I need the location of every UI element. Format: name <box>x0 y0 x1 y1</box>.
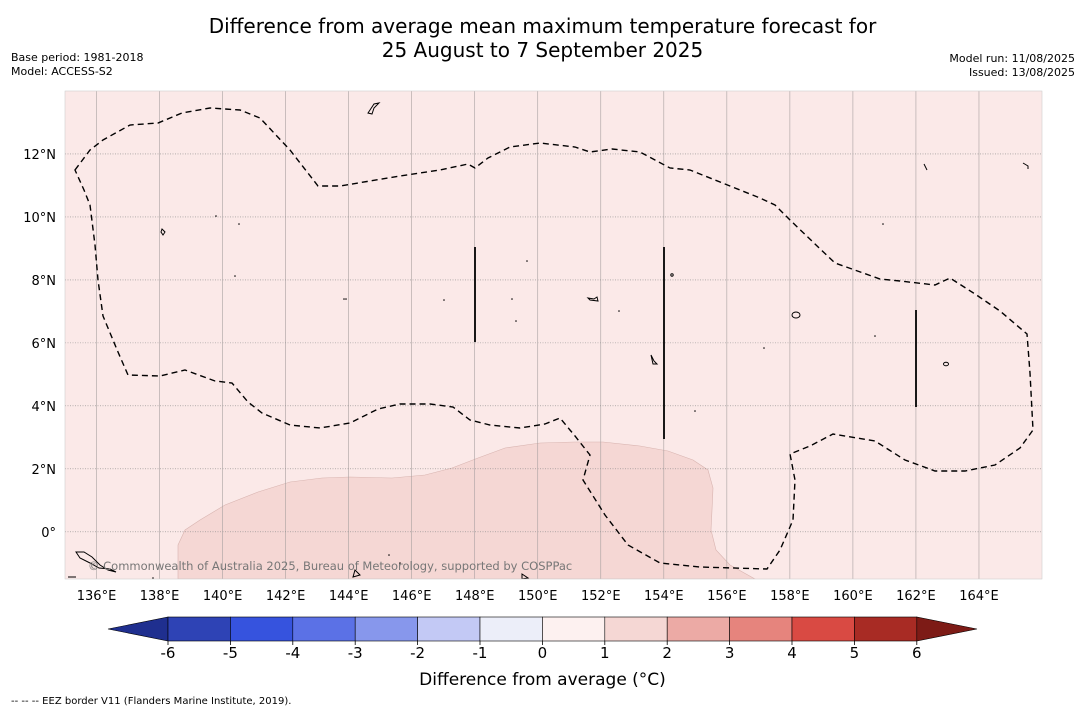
model-run-label: Model run: 11/08/2025 <box>949 52 1075 65</box>
longitude-tick-label: 140°E <box>203 589 243 604</box>
longitude-tick-label: 156°E <box>707 589 747 604</box>
colorbar-segment <box>292 616 356 642</box>
colorbar-tick-label: 6 <box>912 644 922 662</box>
map-title-line1: Difference from average mean maximum tem… <box>208 14 877 38</box>
longitude-tick-label: 152°E <box>581 589 621 604</box>
colorbar-segment <box>479 616 543 642</box>
islands <box>68 102 1029 579</box>
colorbar-segment <box>542 616 606 642</box>
colorbar-tick-label: -4 <box>285 644 300 662</box>
longitude-tick-label: 162°E <box>896 589 936 604</box>
colorbar-segment <box>729 616 793 642</box>
longitude-tick-label: 164°E <box>959 589 999 604</box>
colorbar-tick-label: 3 <box>725 644 735 662</box>
colorbar-tick-label: 2 <box>662 644 672 662</box>
colorbar-tick-label: -1 <box>473 644 488 662</box>
colorbar-tick-label: -3 <box>348 644 363 662</box>
map-title-line2: 25 August to 7 September 2025 <box>381 38 704 62</box>
latitude-tick-label: 10°N <box>23 211 56 226</box>
copyright-notice: © Commonwealth of Australia 2025, Bureau… <box>88 559 573 573</box>
latitude-tick-labels: 0° 2°N 4°N 6°N 8°N 10°N 12°N <box>23 148 56 541</box>
latitude-tick-label: 8°N <box>32 274 57 289</box>
anomaly-region <box>177 441 756 579</box>
colorbar-segment <box>417 616 481 642</box>
colorbar-tick-label: 0 <box>538 644 548 662</box>
colorbar-tick-label: 5 <box>850 644 860 662</box>
latitude-tick-label: 4°N <box>32 400 57 415</box>
colorbar-tick-label: 1 <box>600 644 610 662</box>
longitude-tick-label: 146°E <box>392 589 432 604</box>
colorbar-tick-label: -2 <box>410 644 425 662</box>
longitude-tick-label: 144°E <box>329 589 369 604</box>
latitude-tick-label: 0° <box>41 526 56 541</box>
longitude-tick-label: 136°E <box>77 589 117 604</box>
colorbar-min-extension <box>107 616 169 642</box>
model-label: Model: ACCESS-S2 <box>11 65 113 78</box>
colorbar-tick-label: -5 <box>223 644 238 662</box>
longitude-tick-label: 158°E <box>770 589 810 604</box>
eez-footnote: -- -- -- EEZ border V11 (Flanders Marine… <box>11 696 292 707</box>
latitude-tick-label: 2°N <box>32 463 57 478</box>
colorbar-segment <box>604 616 668 642</box>
latitude-tick-label: 6°N <box>32 337 57 352</box>
colorbar-segment <box>791 616 855 642</box>
eez-border <box>74 107 1034 570</box>
longitude-tick-label: 154°E <box>644 589 684 604</box>
small-islets <box>152 215 884 579</box>
colorbar-segment <box>666 616 730 642</box>
base-period-label: Base period: 1981-2018 <box>11 51 144 64</box>
colorbar-segment <box>354 616 418 642</box>
latitude-tick-label: 12°N <box>23 148 56 163</box>
colorbar: -6 -5 -4 -3 -2 -1 0 1 2 3 4 5 6 <box>107 616 978 662</box>
issued-label: Issued: 13/08/2025 <box>968 66 1075 79</box>
colorbar-label: Difference from average (°C) <box>419 670 666 690</box>
colorbar-segment <box>854 616 918 642</box>
longitude-tick-label: 142°E <box>266 589 306 604</box>
eez-limit-lines <box>474 247 917 439</box>
longitude-tick-label: 138°E <box>140 589 180 604</box>
longitude-tick-label: 150°E <box>518 589 558 604</box>
longitude-tick-label: 148°E <box>455 589 495 604</box>
colorbar-max-extension <box>916 616 978 642</box>
colorbar-tick-label: 4 <box>787 644 797 662</box>
colorbar-tick-label: -6 <box>161 644 176 662</box>
colorbar-segment <box>167 616 231 642</box>
longitude-tick-labels: 136°E 138°E 140°E 142°E 144°E 146°E 148°E 150°E… <box>77 589 999 604</box>
longitude-tick-label: 160°E <box>833 589 873 604</box>
colorbar-segment <box>230 616 294 642</box>
